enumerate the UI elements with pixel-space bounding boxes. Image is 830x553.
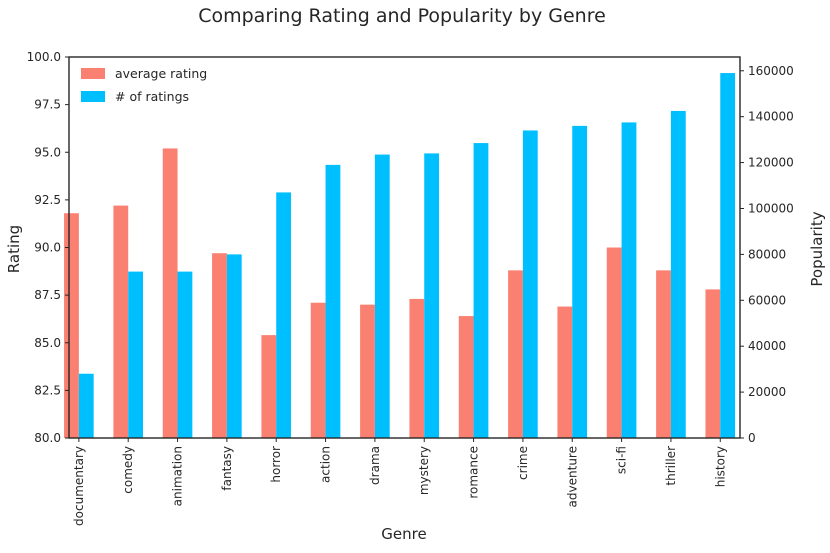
bar-average-rating-history bbox=[705, 289, 721, 438]
bar-average-rating-thriller bbox=[656, 270, 671, 438]
y2-tick-label: 60000 bbox=[748, 293, 786, 307]
x-tick-label-sci-fi: sci-fi bbox=[615, 446, 629, 474]
right-axis: 0 20000 40000 60000 80000 100000 120000 140000 1… bbox=[740, 64, 794, 445]
bar-average-rating-drama bbox=[360, 304, 375, 438]
y-tick-label: 95.0 bbox=[34, 145, 61, 159]
x-axis-label: Genre bbox=[381, 525, 426, 543]
bar-num-ratings-horror bbox=[276, 192, 292, 438]
y2-tick-label: 140000 bbox=[748, 110, 794, 124]
bar-num-ratings-action bbox=[325, 164, 341, 439]
x-tick-label-romance: romance bbox=[467, 446, 481, 499]
legend-label-average-rating: average rating bbox=[115, 66, 207, 81]
left-axis: 80.0 82.5 85.0 87.5 90.0 92.5 95.0 97.5 100.0 bbox=[27, 50, 69, 445]
y-tick-label: 85.0 bbox=[34, 336, 61, 350]
x-tick-label-fantasy: fantasy bbox=[220, 446, 234, 491]
x-tick-label-animation: animation bbox=[171, 446, 185, 506]
y-tick-label: 90.0 bbox=[34, 241, 61, 255]
x-tick-label-horror: horror bbox=[269, 446, 283, 483]
x-tick-label-documentary: documentary bbox=[72, 446, 86, 526]
y-axis-label: Rating bbox=[5, 225, 23, 273]
bar-num-ratings-adventure bbox=[572, 125, 588, 439]
legend-swatch-average-rating bbox=[81, 68, 105, 79]
bar-average-rating-animation bbox=[162, 148, 178, 438]
bar-num-ratings-drama bbox=[374, 154, 390, 439]
x-tick-label-mystery: mystery bbox=[417, 446, 431, 495]
bar-num-ratings-animation bbox=[177, 271, 193, 438]
y-tick-label: 92.5 bbox=[34, 193, 61, 207]
y2-axis-label: Popularity bbox=[808, 211, 826, 286]
x-tick-label-history: history bbox=[713, 446, 727, 487]
bar-num-ratings-fantasy bbox=[226, 254, 242, 438]
bar-average-rating-action bbox=[310, 302, 326, 438]
x-axis: documentary comedy animation fantasy horror a… bbox=[72, 438, 727, 526]
y-tick-label: 97.5 bbox=[34, 98, 61, 112]
x-tick-label-thriller: thriller bbox=[664, 446, 678, 486]
y2-tick-label: 40000 bbox=[748, 339, 786, 353]
y-tick-label: 100.0 bbox=[27, 50, 61, 64]
y2-tick-label: 0 bbox=[748, 431, 756, 445]
bar-num-ratings-history bbox=[720, 73, 736, 439]
x-tick-label-adventure: adventure bbox=[565, 446, 579, 507]
y-tick-label: 87.5 bbox=[34, 288, 61, 302]
y2-tick-label: 80000 bbox=[748, 247, 786, 261]
bar-num-ratings-documentary bbox=[78, 373, 94, 438]
bar-average-rating-romance bbox=[458, 316, 474, 438]
y2-tick-label: 20000 bbox=[748, 385, 786, 399]
bar-average-rating-horror bbox=[261, 335, 277, 438]
legend: average rating # of ratings bbox=[81, 66, 207, 104]
x-tick-label-comedy: comedy bbox=[121, 446, 135, 494]
bar-average-rating-comedy bbox=[113, 205, 129, 438]
y-tick-label: 82.5 bbox=[34, 383, 61, 397]
x-tick-label-drama: drama bbox=[368, 446, 382, 485]
x-tick-label-crime: crime bbox=[516, 446, 530, 480]
x-tick-label-action: action bbox=[319, 446, 333, 483]
y-tick-label: 80.0 bbox=[34, 431, 61, 445]
legend-swatch-num-ratings bbox=[81, 91, 105, 102]
bar-average-rating-sci-fi bbox=[606, 247, 622, 438]
bar-num-ratings-sci-fi bbox=[621, 122, 637, 438]
y2-tick-label: 100000 bbox=[748, 201, 794, 215]
bar-num-ratings-crime bbox=[522, 130, 538, 438]
bar-average-rating-documentary bbox=[64, 213, 79, 438]
legend-label-num-ratings: # of ratings bbox=[115, 89, 189, 104]
bar-num-ratings-comedy bbox=[128, 271, 144, 438]
bar-num-ratings-thriller bbox=[670, 110, 686, 439]
bar-num-ratings-romance bbox=[473, 143, 489, 438]
bar-average-rating-crime bbox=[508, 270, 523, 438]
chart-title: Comparing Rating and Popularity by Genre bbox=[198, 5, 606, 27]
bar-average-rating-fantasy bbox=[212, 253, 227, 438]
y2-tick-label: 160000 bbox=[748, 64, 794, 78]
bar-num-ratings-mystery bbox=[424, 153, 440, 438]
bars-layer bbox=[64, 73, 736, 439]
y2-tick-label: 120000 bbox=[748, 156, 794, 170]
bar-average-rating-adventure bbox=[557, 306, 573, 438]
bar-average-rating-mystery bbox=[409, 298, 425, 438]
